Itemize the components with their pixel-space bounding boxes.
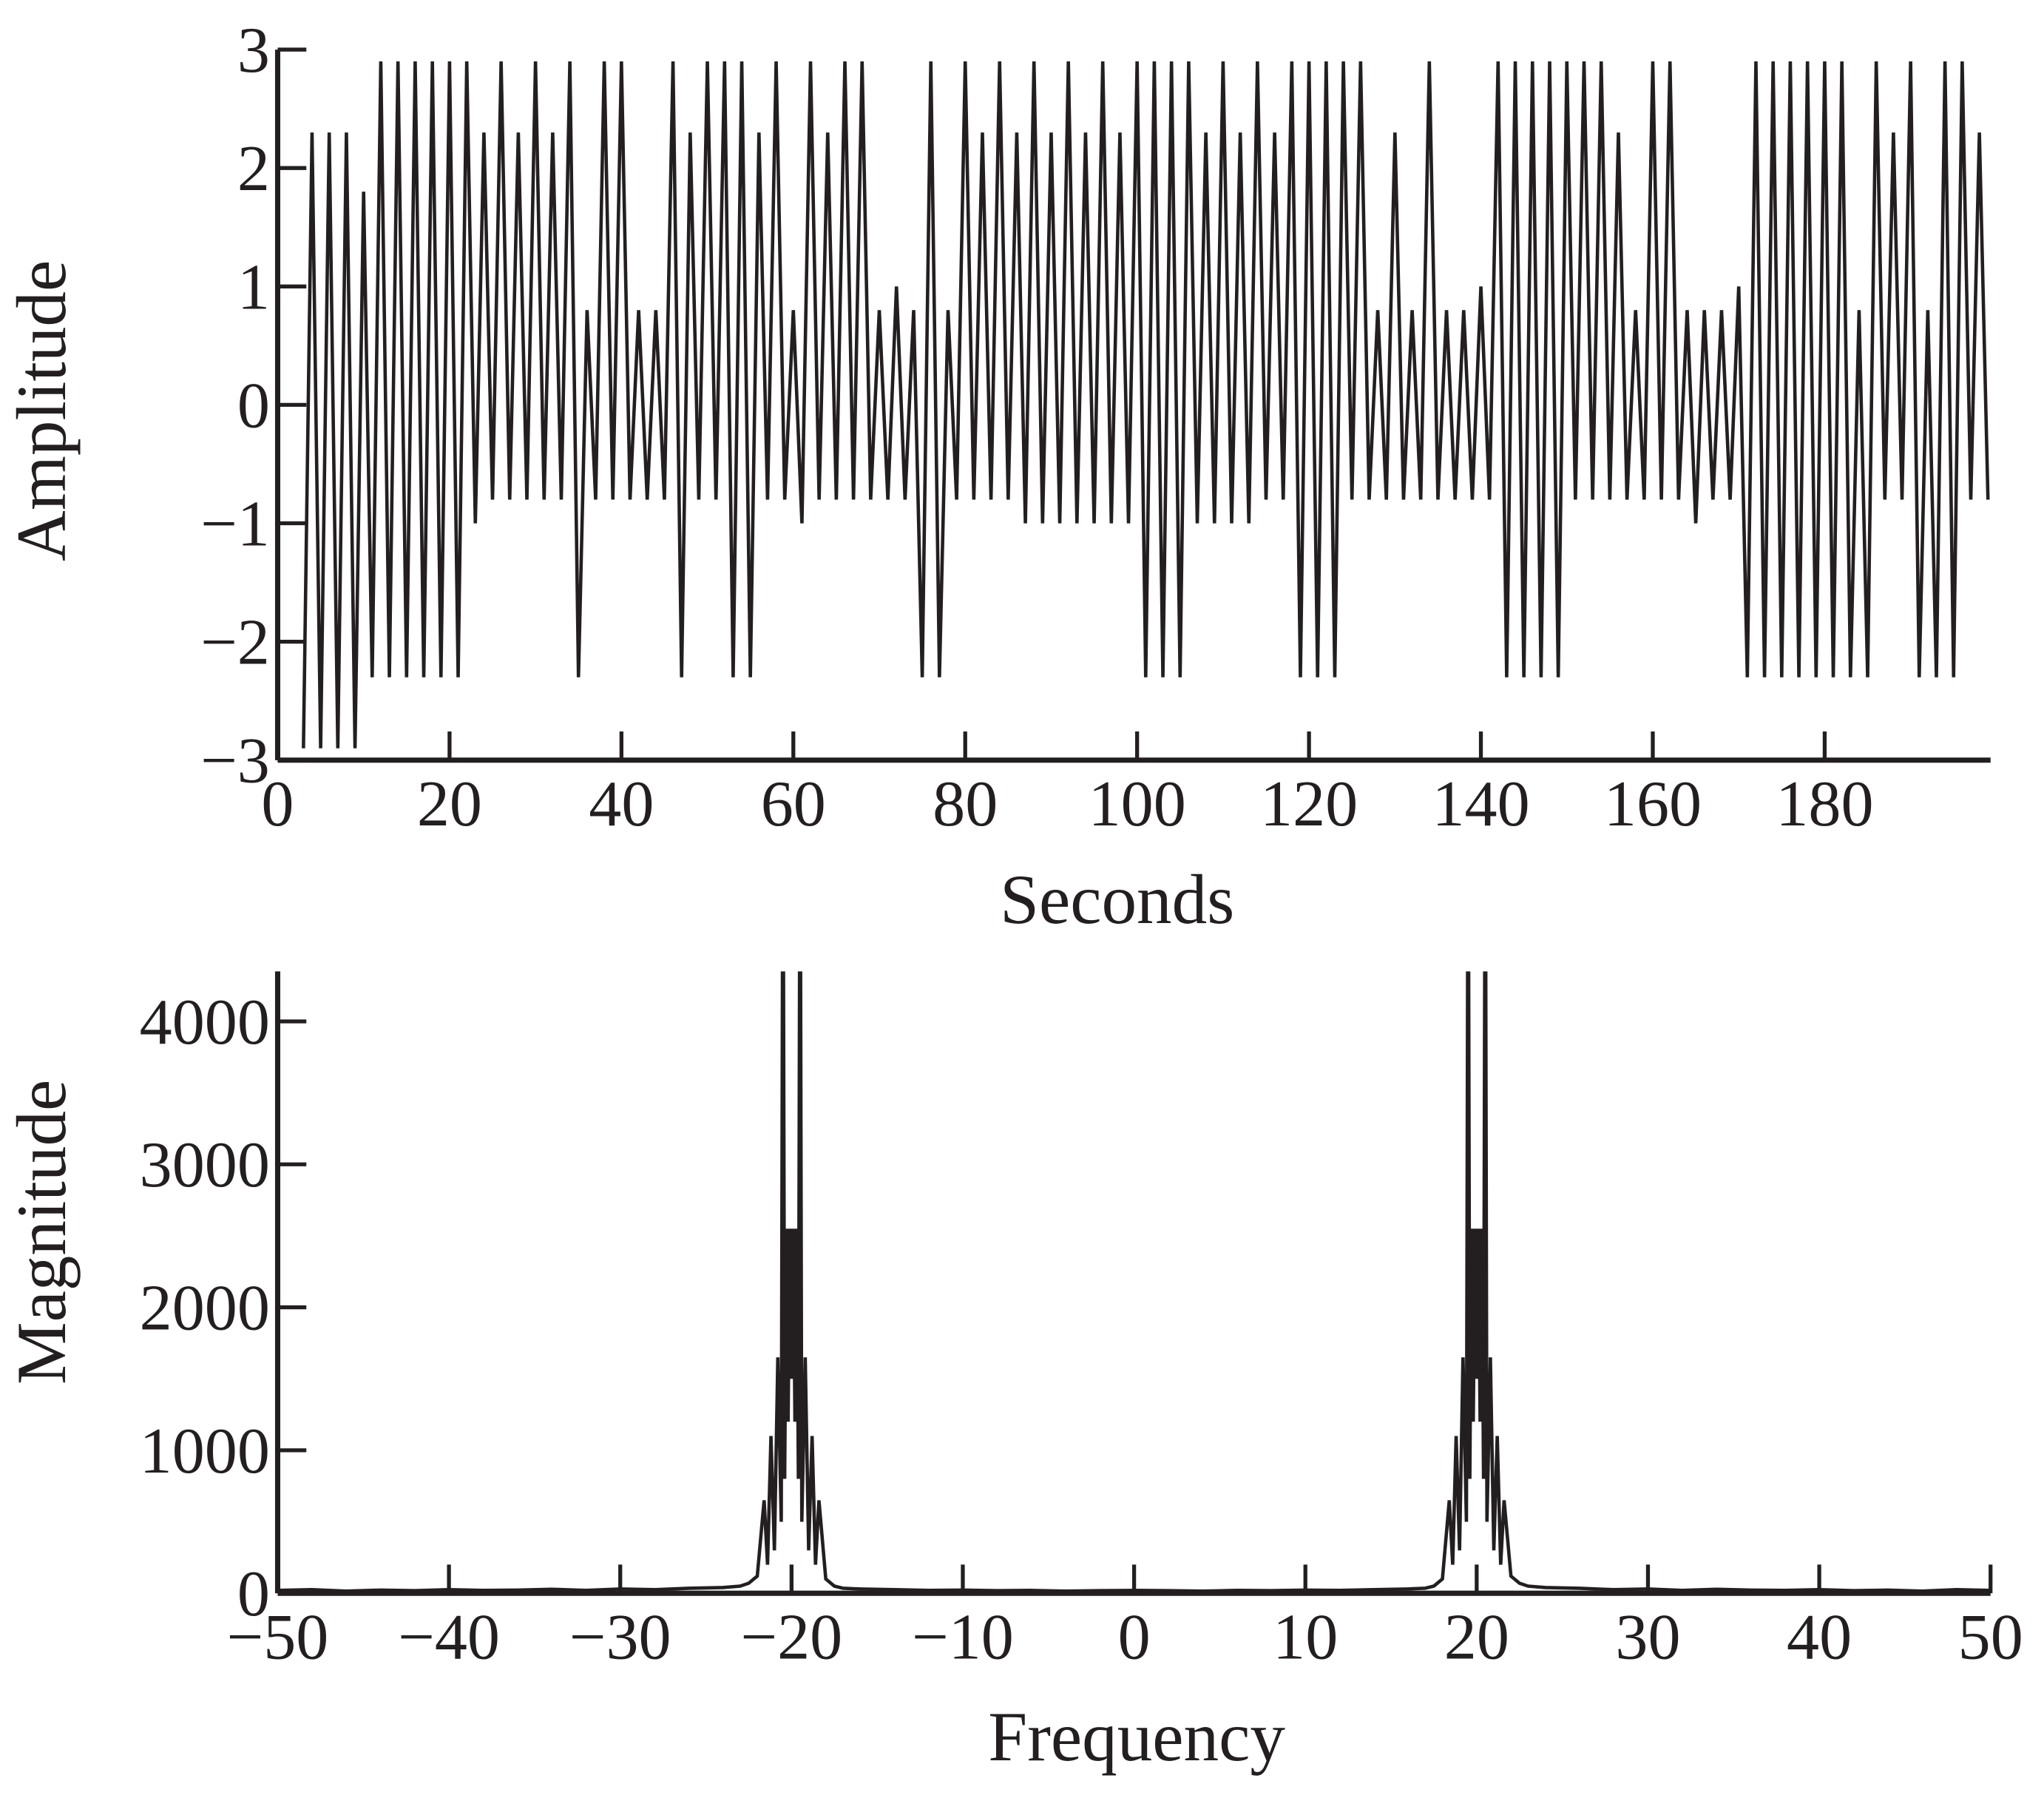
x-tick-label: −50 <box>227 1601 329 1673</box>
y-tick-label: 1000 <box>140 1415 270 1487</box>
y-tick-label: 4000 <box>140 986 270 1058</box>
x-tick-label: 10 <box>1273 1601 1338 1673</box>
x-axis-label: Seconds <box>1000 860 1234 939</box>
x-tick-label: 20 <box>417 768 482 840</box>
y-tick-label: 1 <box>237 251 270 323</box>
x-tick-label: 50 <box>1958 1601 2023 1673</box>
y-tick-label: −2 <box>200 606 270 679</box>
y-tick-label: 0 <box>237 369 270 442</box>
y-tick-label: 3000 <box>140 1129 270 1201</box>
x-tick-label: 140 <box>1432 768 1529 840</box>
y-tick-label: 0 <box>237 1558 270 1630</box>
x-tick-label: 40 <box>589 768 654 840</box>
x-tick-label: 160 <box>1604 768 1702 840</box>
x-axis-label: Frequency <box>988 1697 1285 1776</box>
signal-line <box>302 61 1990 748</box>
y-axis-label: Magnitude <box>2 1080 81 1385</box>
x-tick-label: 30 <box>1615 1601 1680 1673</box>
x-tick-label: 120 <box>1260 768 1358 840</box>
y-axis-label: Amplitude <box>2 260 81 561</box>
y-tick-label: −1 <box>200 487 270 560</box>
x-tick-label: 0 <box>1118 1601 1151 1673</box>
x-tick-label: 20 <box>1444 1601 1509 1673</box>
x-tick-label: −10 <box>912 1601 1014 1673</box>
x-tick-label: 80 <box>933 768 998 840</box>
x-tick-label: −20 <box>740 1601 842 1673</box>
x-tick-label: 0 <box>261 768 294 840</box>
x-tick-label: 60 <box>761 768 826 840</box>
y-tick-label: −3 <box>200 725 270 797</box>
y-tick-label: 2000 <box>140 1272 270 1345</box>
x-tick-label: −30 <box>569 1601 671 1673</box>
y-tick-label: 2 <box>237 132 270 205</box>
x-tick-label: 40 <box>1787 1601 1852 1673</box>
x-tick-label: −40 <box>398 1601 500 1673</box>
x-tick-label: 100 <box>1089 768 1186 840</box>
y-tick-label: 3 <box>237 14 270 87</box>
x-tick-label: 180 <box>1776 768 1873 840</box>
